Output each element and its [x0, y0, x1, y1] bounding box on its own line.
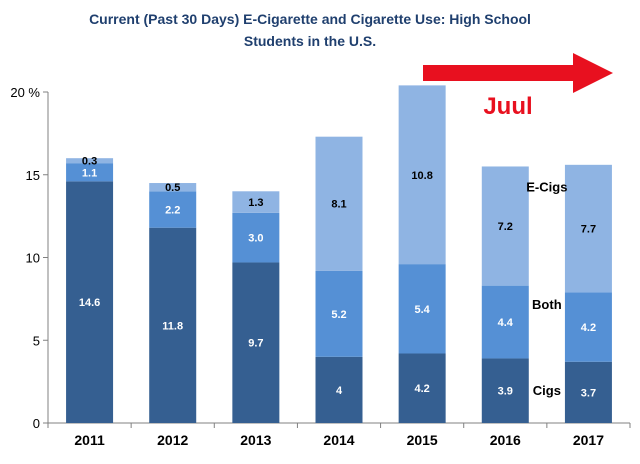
x-tick-label: 2012	[157, 432, 188, 448]
annotation-arrow-shaft	[423, 65, 575, 81]
data-label: 7.2	[498, 221, 513, 233]
x-tick-label: 2014	[323, 432, 354, 448]
x-tick-label: 2017	[573, 432, 604, 448]
data-label: 3.9	[498, 386, 513, 398]
bar-segment	[149, 191, 197, 228]
x-tick-label: 2011	[74, 432, 105, 448]
legend-label: E-Cigs	[526, 179, 567, 194]
data-label: 0.3	[82, 156, 97, 168]
data-label: 9.7	[248, 338, 263, 350]
annotation-arrow-head	[573, 53, 613, 93]
bar-segment	[149, 227, 197, 423]
bar-segment	[481, 285, 529, 359]
bar-segment	[398, 353, 446, 423]
bar-segment	[66, 163, 114, 182]
data-label: 5.4	[414, 304, 430, 316]
bar-segment	[66, 181, 114, 423]
data-label: 7.7	[581, 224, 596, 236]
bar-segment	[398, 264, 446, 354]
data-label: 4.4	[498, 317, 514, 329]
bar-segment	[564, 164, 612, 293]
data-label: 1.3	[248, 197, 263, 209]
y-tick-label: 0	[33, 416, 40, 431]
data-label: 8.1	[331, 199, 346, 211]
data-label: 11.8	[162, 320, 183, 332]
bar-segment	[315, 270, 363, 357]
data-label: 1.1	[82, 167, 97, 179]
x-tick-label: 2015	[407, 432, 438, 448]
data-label: 5.2	[331, 309, 346, 321]
legend-label: Both	[532, 297, 562, 312]
bar-segment	[315, 356, 363, 423]
bar-segment	[149, 183, 197, 192]
chart-title-line-1: Current (Past 30 Days) E-Cigarette and C…	[89, 11, 531, 27]
data-label: 10.8	[411, 170, 432, 182]
bar-segment	[232, 262, 280, 423]
y-tick-label: 20 %	[10, 85, 40, 100]
y-tick-label: 10	[26, 251, 40, 266]
bar-segment	[232, 212, 280, 263]
x-tick-label: 2013	[240, 432, 271, 448]
bar-segment	[66, 158, 114, 164]
y-tick-label: 5	[33, 333, 40, 348]
bar-segment	[564, 361, 612, 423]
bar-segment	[481, 166, 529, 286]
bar-segment	[564, 292, 612, 362]
data-label: 4.2	[414, 383, 429, 395]
annotation-label: Juul	[483, 93, 532, 120]
chart-title: Current (Past 30 Days) E-Cigarette and C…	[60, 8, 560, 52]
data-label: 4.2	[581, 322, 596, 334]
data-label: 3.0	[248, 233, 263, 245]
data-label: 4	[336, 385, 343, 397]
bar-segment	[315, 136, 363, 271]
bar-segment	[481, 358, 529, 423]
data-label: 3.7	[581, 387, 596, 399]
x-tick-label: 2016	[490, 432, 521, 448]
bar-segment	[398, 85, 446, 265]
y-tick-label: 15	[26, 168, 40, 183]
data-label: 2.2	[165, 205, 180, 217]
data-label: 14.6	[79, 297, 100, 309]
legend-label: Cigs	[533, 383, 561, 398]
chart-title-line-2: Students in the U.S.	[243, 33, 377, 49]
bar-segment	[232, 191, 280, 213]
data-label: 0.5	[165, 182, 180, 194]
